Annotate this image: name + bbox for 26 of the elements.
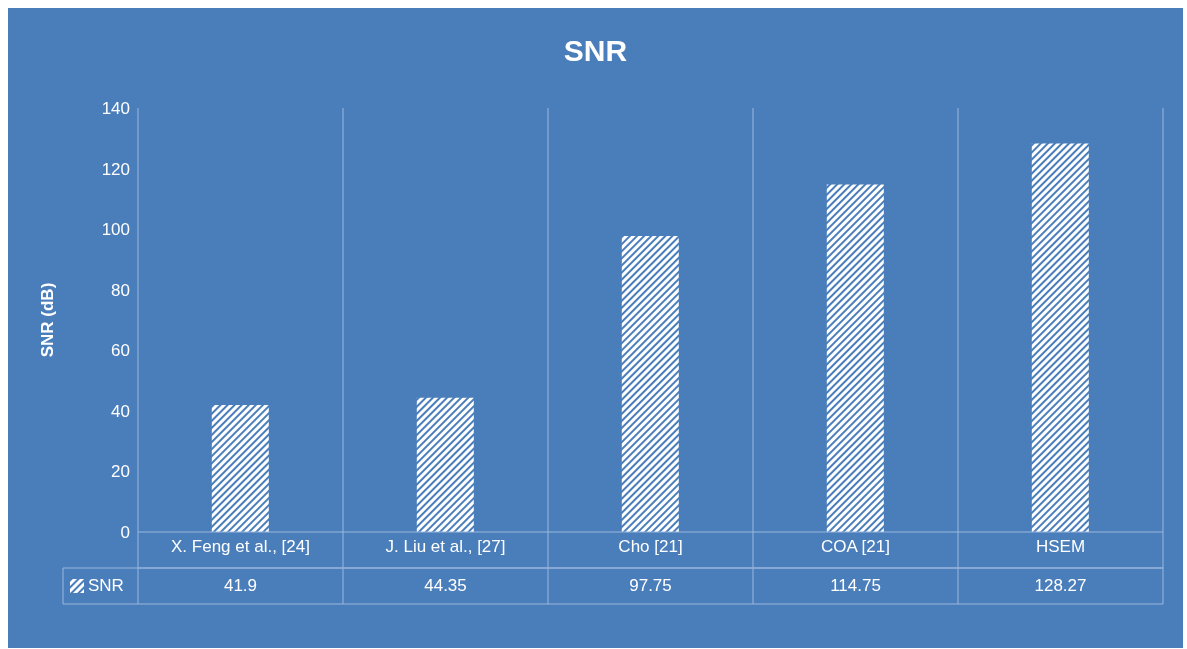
data-label: 41.9 bbox=[222, 575, 259, 597]
x-tick-label: Cho [21] bbox=[618, 537, 683, 557]
y-tick-label: 0 bbox=[120, 523, 130, 543]
bar bbox=[416, 397, 474, 532]
y-tick-label: 40 bbox=[111, 401, 130, 421]
x-tick-label: X. Feng et al., [24] bbox=[171, 537, 310, 557]
chart-title: SNR bbox=[562, 34, 629, 68]
y-tick-label: 100 bbox=[101, 220, 130, 240]
data-label: 97.75 bbox=[628, 575, 673, 597]
y-tick-label: 20 bbox=[111, 462, 130, 482]
x-tick-label: COA [21] bbox=[821, 537, 890, 557]
data-label: 114.75 bbox=[829, 575, 882, 597]
bar bbox=[621, 235, 679, 532]
bar bbox=[826, 184, 884, 532]
bar bbox=[1031, 143, 1089, 532]
y-tick-label: 80 bbox=[111, 280, 130, 300]
x-tick-label: HSEM bbox=[1035, 537, 1086, 557]
y-tick-label: 140 bbox=[101, 99, 130, 119]
legend-label: SNR bbox=[88, 576, 124, 596]
data-label: 44.35 bbox=[423, 575, 468, 597]
y-tick-label: 60 bbox=[111, 341, 130, 361]
bar bbox=[211, 405, 269, 532]
data-label: 128.27 bbox=[1033, 575, 1088, 597]
x-tick-label: J. Liu et al., [27] bbox=[385, 537, 506, 557]
y-axis-title: SNR (dB) bbox=[38, 282, 58, 358]
y-tick-label: 120 bbox=[101, 159, 130, 179]
